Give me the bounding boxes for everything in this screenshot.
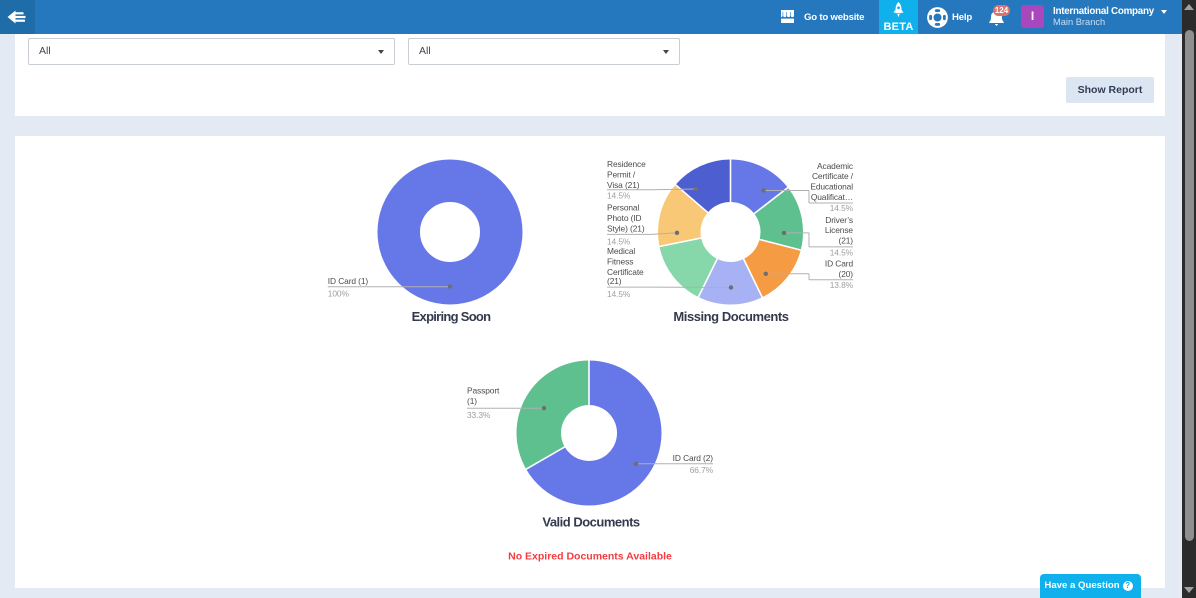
svg-text:(21): (21) — [839, 235, 854, 245]
svg-text:14.5%: 14.5% — [830, 247, 854, 257]
svg-text:ID Card (2): ID Card (2) — [673, 452, 714, 462]
svg-text:100%: 100% — [328, 288, 350, 298]
svg-text:Visa (21): Visa (21) — [607, 179, 640, 189]
svg-text:Certificate /: Certificate / — [812, 171, 854, 181]
svg-text:(21): (21) — [607, 276, 622, 286]
svg-text:(20): (20) — [839, 268, 854, 278]
svg-text:No Expired Documents Available: No Expired Documents Available — [508, 550, 672, 562]
svg-text:Qualificat…: Qualificat… — [811, 192, 853, 202]
svg-text:33.3%: 33.3% — [467, 410, 491, 420]
svg-text:Permit /: Permit / — [607, 169, 636, 179]
svg-text:Educational: Educational — [810, 181, 853, 191]
svg-text:14.5%: 14.5% — [607, 236, 631, 246]
svg-text:13.8%: 13.8% — [830, 280, 854, 290]
svg-text:Driver’s: Driver’s — [825, 214, 853, 224]
svg-text:Certificate: Certificate — [607, 266, 644, 276]
svg-text:Style) (21): Style) (21) — [607, 223, 645, 233]
svg-text:Valid Documents: Valid Documents — [542, 514, 640, 529]
svg-text:14.5%: 14.5% — [607, 288, 631, 298]
svg-text:Expiring Soon: Expiring Soon — [412, 308, 492, 323]
svg-text:Residence: Residence — [607, 159, 646, 169]
svg-text:ID Card (1): ID Card (1) — [328, 275, 369, 285]
svg-text:Medical: Medical — [607, 246, 635, 256]
svg-text:66.7%: 66.7% — [690, 464, 714, 474]
svg-text:14.5%: 14.5% — [830, 203, 854, 213]
svg-text:Missing Documents: Missing Documents — [673, 308, 788, 323]
svg-text:Personal: Personal — [607, 202, 639, 212]
svg-text:14.5%: 14.5% — [607, 190, 631, 200]
svg-text:Passport: Passport — [467, 385, 500, 395]
svg-text:Fitness: Fitness — [607, 256, 633, 266]
svg-text:License: License — [825, 225, 854, 235]
svg-text:ID Card: ID Card — [825, 258, 854, 268]
svg-text:Academic: Academic — [817, 160, 853, 170]
svg-text:(1): (1) — [467, 396, 477, 406]
svg-text:Photo (ID: Photo (ID — [607, 213, 642, 223]
